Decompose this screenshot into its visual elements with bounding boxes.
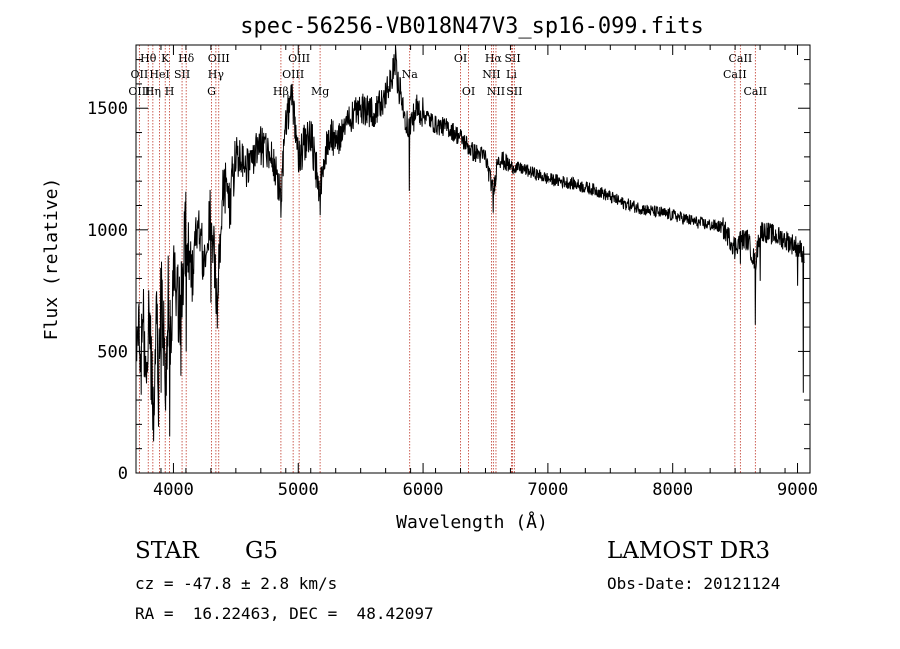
survey-release: LAMOST DR3 (607, 538, 771, 564)
spectral-line-label: H (165, 85, 175, 98)
x-tick-label: 6000 (403, 480, 444, 500)
spectral-line-label: Mg (311, 85, 329, 98)
spectral-line-label: Hγ (208, 68, 225, 81)
spectral-line-label: Hβ (273, 85, 289, 98)
spectral-line-label: NII (482, 68, 500, 81)
object-class: STAR (135, 538, 199, 564)
x-tick-label: 7000 (527, 480, 568, 500)
spectral-line-label: G (207, 85, 216, 98)
sky-coordinates: RA = 16.22463, DEC = 48.42097 (135, 604, 434, 623)
spectral-line-label: CaII (729, 52, 753, 65)
chart-title: spec-56256-VB018N47V3_sp16-099.fits (240, 14, 704, 39)
spectral-line-label: CaII (743, 85, 767, 98)
spectral-line-label: NII (487, 85, 505, 98)
spectral-line-label: SII (174, 68, 190, 81)
y-tick-label: 0 (118, 464, 128, 484)
redshift-velocity: cz = -47.8 ± 2.8 km/s (135, 574, 338, 593)
x-tick-label: 5000 (278, 480, 319, 500)
spectral-line-label: HeI (149, 68, 169, 81)
y-axis-label: Flux (relative) (41, 178, 62, 341)
x-tick-label: 4000 (153, 480, 194, 500)
spectral-line-label: SII (504, 52, 520, 65)
spectral-line-label: K (161, 52, 170, 65)
plot-frame (135, 44, 811, 474)
spectral-line-label: OIII (282, 68, 304, 81)
spectral-line-label: OIII (128, 85, 150, 98)
x-tick-label: 8000 (652, 480, 693, 500)
y-tick-label: 1500 (87, 99, 128, 119)
spectral-line-label: OI (454, 52, 467, 65)
axis-ticks: 4000 5000 6000 7000 8000 9000 0 500 1000 1500 (87, 45, 818, 500)
flux-series-line (135, 44, 805, 442)
spectral-line-label: OIII (288, 52, 310, 65)
spectral-line-label: OI (462, 85, 475, 98)
spectral-line-label: Hα (485, 52, 503, 65)
spectral-line-label: Hθ (140, 52, 157, 65)
spectral-line-label: SII (506, 85, 522, 98)
line-marker-layer: Hθ OII OIII K HeI Hη Hδ SII H OIII Hγ G OIII OIII Hβ Mg… (128, 45, 767, 473)
x-tick-label: 9000 (777, 480, 818, 500)
observation-date: Obs-Date: 20121124 (607, 574, 781, 593)
spectral-line-label: Hδ (178, 52, 195, 65)
object-subclass: G5 (245, 538, 279, 564)
spectral-line-label: Na (402, 68, 419, 81)
x-axis-label: Wavelength (Å) (396, 511, 548, 533)
spectral-line-label: OII (131, 68, 149, 81)
spectral-line-label: Hη (145, 85, 161, 98)
spectral-line-label: CaII (723, 68, 747, 81)
spectral-line-label: Li (506, 68, 517, 81)
y-tick-label: 500 (97, 342, 128, 362)
y-tick-label: 1000 (87, 221, 128, 241)
spectral-line-label: OIII (208, 52, 230, 65)
